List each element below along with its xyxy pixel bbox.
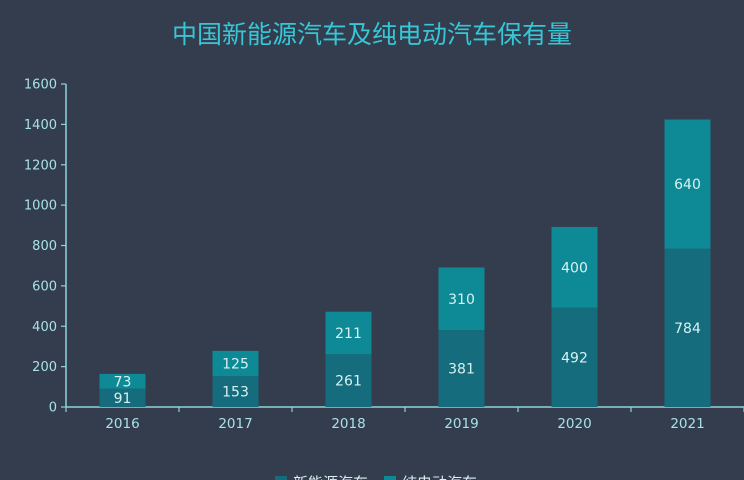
bar-value-label: 211 (335, 326, 362, 342)
legend-label: 纯电动汽车 (402, 474, 477, 480)
y-tick-label: 400 (32, 320, 57, 335)
bar-value-label: 381 (448, 362, 475, 378)
y-tick-label: 200 (32, 360, 57, 375)
bar-2020-series-1 (551, 307, 598, 407)
y-tick-label: 1000 (24, 199, 57, 214)
x-tick-label: 2016 (105, 416, 139, 432)
bar-value-label: 784 (674, 321, 701, 337)
bar-2016-series-1 (99, 388, 146, 407)
x-tick-label: 2017 (218, 416, 252, 432)
x-tick-label: 2020 (557, 416, 591, 432)
bar-2018-series-2 (325, 311, 372, 355)
legend-item: 纯电动汽车 (384, 474, 477, 480)
bar-value-label: 640 (674, 177, 701, 193)
bar-2021-series-1 (664, 248, 711, 407)
bar-value-label: 400 (561, 260, 588, 276)
bar-2019-series-1 (438, 330, 485, 407)
x-tick-label: 2018 (331, 416, 365, 432)
bar-value-label: 261 (335, 374, 362, 390)
y-tick-label: 800 (32, 239, 57, 254)
legend-swatch (275, 476, 287, 480)
bar-value-label: 153 (222, 385, 249, 401)
y-tick-label: 1400 (24, 118, 57, 133)
y-tick-label: 1200 (24, 158, 57, 173)
bar-value-label: 310 (448, 292, 475, 308)
y-tick-label: 600 (32, 279, 57, 294)
legend-label: 新能源汽车 (293, 474, 368, 480)
bar-2016-series-2 (99, 373, 146, 389)
legend: 新能源汽车 纯电动汽车 (275, 474, 477, 480)
bar-value-label: 73 (114, 374, 132, 390)
bar-2019-series-2 (438, 267, 485, 331)
x-tick-label: 2021 (670, 416, 704, 432)
legend-item: 新能源汽车 (275, 474, 368, 480)
bar-2017-series-2 (212, 350, 259, 377)
bar-2021-series-2 (664, 119, 711, 249)
bar-value-label: 91 (114, 391, 132, 407)
x-axis: 2016 2017 2018 2019 2020 2021 (65, 406, 744, 432)
legend-swatch (384, 476, 396, 480)
x-tick-label: 2019 (444, 416, 478, 432)
bar-value-label: 125 (222, 356, 249, 372)
bar-value-label: 492 (561, 350, 588, 366)
y-tick-label: 0 (49, 401, 57, 416)
y-tick-label: 1600 (24, 78, 57, 93)
bar-2018-series-1 (325, 354, 372, 407)
chart-title: 中国新能源汽车及纯电动汽车保有量 (172, 20, 572, 49)
bar-2017-series-1 (212, 376, 259, 407)
bar-2020-series-2 (551, 226, 598, 308)
y-axis: 0 200 400 600 800 1000 1200 1400 1600 (24, 78, 67, 416)
